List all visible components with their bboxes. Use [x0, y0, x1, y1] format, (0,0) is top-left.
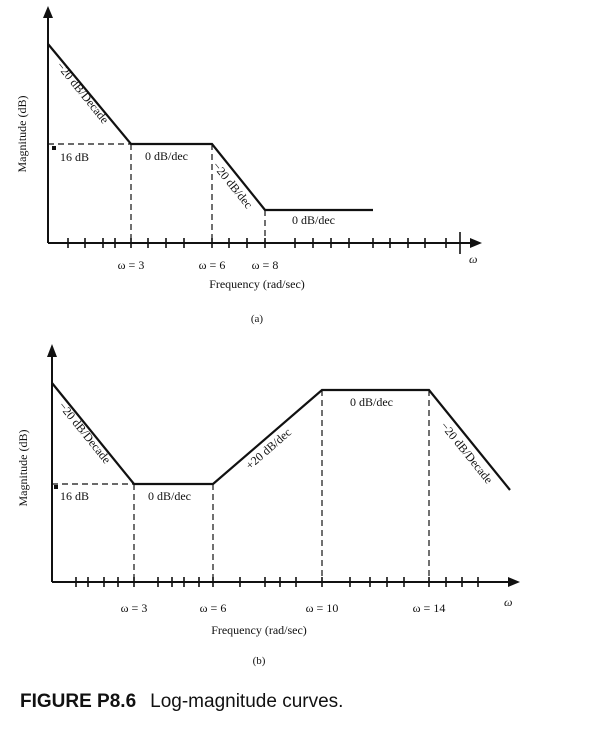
panel-a: [43, 6, 482, 254]
slope-label-3: +20 dB/dec: [243, 425, 294, 472]
slope-label-1: −20 dB/Decade: [54, 59, 112, 126]
slope-label-4: 0 dB/dec: [292, 213, 335, 227]
x-axis-label: Frequency (rad/sec): [209, 277, 305, 291]
omega-symbol: ω: [504, 595, 512, 609]
tick-label-14: ω = 14: [413, 601, 446, 615]
x-axis-ticks: [75, 577, 479, 587]
panel-b: [47, 344, 520, 587]
tick-label-8: ω = 8: [252, 258, 279, 272]
slope-label-4: 0 dB/dec: [350, 395, 393, 409]
slope-label-5: −20 dB/Decade: [438, 419, 496, 486]
tick-label-6: ω = 6: [199, 258, 226, 272]
slope-label-2: 0 dB/dec: [148, 489, 191, 503]
y-axis-label: Magnitude (dB): [15, 96, 29, 173]
y-axis-arrow: [47, 344, 57, 357]
magnitude-curve: [47, 43, 373, 212]
tick-label-10: ω = 10: [306, 601, 339, 615]
slope-label-3: −20 dB/dec: [210, 159, 256, 211]
level-label: 16 dB: [60, 150, 89, 164]
tick-label-3: ω = 3: [121, 601, 148, 615]
slope-label-2: 0 dB/dec: [145, 149, 188, 163]
omega-symbol: ω: [469, 252, 477, 266]
figure-number: FIGURE P8.6: [20, 691, 137, 712]
y-axis-arrow: [43, 6, 53, 18]
figure-caption: FIGURE P8.6 Log-magnitude curves.: [20, 691, 343, 713]
panel-sublabel: (b): [253, 655, 266, 667]
y-axis-label: Magnitude (dB): [16, 430, 30, 507]
magnitude-curve: [51, 382, 511, 491]
guide-lines: [52, 390, 430, 582]
guide-lines: [48, 143, 266, 243]
tick-label-3: ω = 3: [118, 258, 145, 272]
level-marker: [54, 485, 58, 489]
x-axis-arrow: [470, 238, 482, 248]
panel-sublabel: (a): [251, 313, 264, 325]
level-label: 16 dB: [60, 489, 89, 503]
figure-title: Log-magnitude curves.: [150, 691, 344, 712]
x-axis-arrow: [508, 577, 520, 587]
tick-label-6: ω = 6: [200, 601, 227, 615]
x-axis-label: Frequency (rad/sec): [211, 623, 307, 637]
slope-label-1: −20 dB/Decade: [56, 399, 114, 466]
level-marker: [52, 146, 56, 150]
